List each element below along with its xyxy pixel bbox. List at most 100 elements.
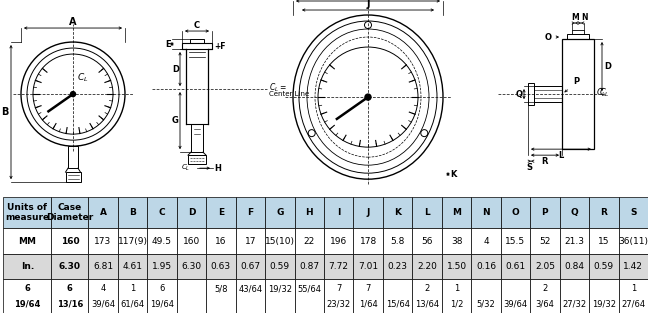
Text: 3/64: 3/64 (536, 299, 554, 308)
Text: 173: 173 (94, 237, 112, 246)
Bar (412, 228, 442, 254)
Bar (88, 254, 118, 280)
Bar (619, 254, 648, 280)
Text: 17: 17 (244, 237, 256, 246)
Text: 1/64: 1/64 (359, 299, 378, 308)
Bar (235, 280, 265, 313)
Bar (471, 280, 500, 313)
Bar (177, 280, 206, 313)
Bar (118, 197, 147, 228)
Text: 6: 6 (159, 284, 164, 293)
Bar (562, 39, 594, 149)
Bar (294, 280, 324, 313)
Bar (567, 34, 589, 39)
Bar (88, 197, 118, 228)
Bar (177, 228, 206, 254)
Text: 13/16: 13/16 (57, 299, 83, 308)
Bar (294, 254, 324, 280)
Bar (412, 280, 442, 313)
Text: 7: 7 (336, 284, 341, 293)
Bar (206, 254, 235, 280)
Text: D: D (172, 64, 179, 74)
Text: 13/64: 13/64 (415, 299, 439, 308)
Bar (324, 280, 354, 313)
Bar (118, 228, 147, 254)
Bar (619, 280, 648, 313)
Bar (471, 197, 500, 228)
Text: 19/32: 19/32 (268, 284, 292, 293)
Bar (442, 254, 471, 280)
Text: 0.67: 0.67 (240, 262, 261, 271)
Text: P: P (573, 77, 579, 86)
Bar (235, 228, 265, 254)
Bar (471, 254, 500, 280)
Text: 6.81: 6.81 (93, 262, 113, 271)
Text: R: R (601, 208, 607, 217)
Text: 15.5: 15.5 (506, 237, 526, 246)
Circle shape (70, 92, 75, 97)
Text: D: D (604, 62, 611, 71)
Text: 1.42: 1.42 (623, 262, 644, 271)
Text: Units of
measure: Units of measure (5, 203, 49, 222)
Text: +F: +F (214, 42, 226, 50)
Text: 27/32: 27/32 (562, 299, 586, 308)
Text: 19/64: 19/64 (150, 299, 174, 308)
Text: 1: 1 (630, 284, 636, 293)
Bar (383, 228, 412, 254)
Text: 7.01: 7.01 (358, 262, 378, 271)
Text: 6.30: 6.30 (181, 262, 202, 271)
Bar (265, 254, 294, 280)
Bar (3, 280, 51, 313)
Bar (206, 197, 235, 228)
Text: Q: Q (571, 208, 578, 217)
Text: 27/64: 27/64 (621, 299, 645, 308)
Text: 178: 178 (359, 237, 377, 246)
Text: 6: 6 (67, 284, 73, 293)
Bar (3, 228, 51, 254)
Bar (530, 197, 560, 228)
Bar (51, 197, 88, 228)
Text: MM: MM (18, 237, 36, 246)
Bar (589, 228, 619, 254)
Bar (471, 228, 500, 254)
Bar (530, 280, 560, 313)
Bar (191, 124, 203, 152)
Text: E: E (218, 208, 224, 217)
Text: Case
Diameter: Case Diameter (46, 203, 94, 222)
Text: O: O (545, 33, 552, 42)
Text: 56: 56 (421, 237, 433, 246)
Text: N: N (580, 13, 587, 22)
Bar (88, 228, 118, 254)
Bar (206, 280, 235, 313)
Text: N: N (482, 208, 490, 217)
Text: S: S (526, 163, 532, 172)
Bar (3, 197, 51, 228)
Text: G: G (172, 116, 179, 125)
Text: 39/64: 39/64 (503, 299, 528, 308)
Text: 43/64: 43/64 (239, 284, 263, 293)
Bar (147, 197, 177, 228)
Text: J: J (367, 208, 370, 217)
Text: $C_L$: $C_L$ (77, 72, 88, 84)
Bar (294, 228, 324, 254)
Text: 0.23: 0.23 (387, 262, 408, 271)
Text: A: A (99, 208, 107, 217)
Text: E: E (165, 39, 171, 49)
Bar (324, 254, 354, 280)
Bar (383, 254, 412, 280)
Text: K: K (450, 170, 456, 179)
Bar (354, 280, 383, 313)
Text: 16: 16 (215, 237, 227, 246)
Text: Q: Q (516, 90, 523, 99)
Text: 19/64: 19/64 (14, 299, 40, 308)
Text: $C_L$: $C_L$ (181, 163, 190, 173)
Bar (442, 228, 471, 254)
Bar (235, 254, 265, 280)
Bar (560, 197, 589, 228)
Bar (206, 228, 235, 254)
Text: 117(9): 117(9) (118, 237, 148, 246)
Bar (265, 197, 294, 228)
Bar (560, 280, 589, 313)
Text: 2: 2 (424, 284, 430, 293)
Text: L: L (424, 208, 430, 217)
